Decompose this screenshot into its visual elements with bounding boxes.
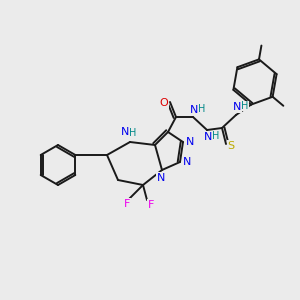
Text: O: O xyxy=(160,98,168,108)
Text: N: N xyxy=(204,132,212,142)
Text: N: N xyxy=(233,102,241,112)
Text: H: H xyxy=(212,131,220,141)
Text: N: N xyxy=(190,105,198,115)
Text: H: H xyxy=(129,128,137,138)
Text: N: N xyxy=(183,157,191,167)
Text: H: H xyxy=(198,104,206,114)
Text: F: F xyxy=(124,199,130,209)
Text: N: N xyxy=(157,173,165,183)
Text: H: H xyxy=(241,101,249,111)
Text: S: S xyxy=(227,141,235,151)
Text: F: F xyxy=(148,200,154,210)
Text: N: N xyxy=(121,127,129,137)
Text: N: N xyxy=(186,137,194,147)
